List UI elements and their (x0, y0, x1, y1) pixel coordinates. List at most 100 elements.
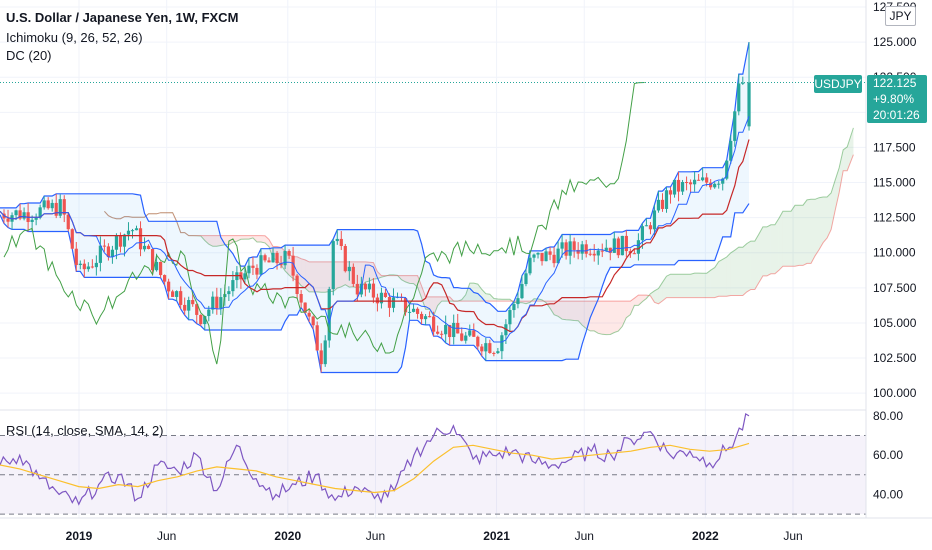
candle-body (307, 312, 311, 317)
candle-body (468, 330, 472, 336)
cloud-segment (602, 301, 607, 335)
candle-body (159, 261, 163, 276)
cloud-segment (437, 296, 442, 306)
cloud-segment (690, 273, 695, 298)
grid-lines (0, 0, 932, 518)
ichimoku-legend[interactable]: Ichimoku (9, 26, 52, 26) (6, 30, 143, 45)
time-tick-label: Jun (366, 529, 385, 543)
cloud-segment (204, 235, 209, 245)
candle-body (747, 82, 751, 127)
candle-body (496, 351, 500, 354)
candle-body (432, 316, 436, 332)
candle-body (664, 190, 669, 209)
candle-body (183, 304, 187, 311)
candle-body (371, 283, 376, 298)
candle-body (684, 182, 689, 184)
candle-body (283, 250, 287, 266)
candle-body (536, 252, 540, 255)
symbol-label: USDJPY (814, 75, 862, 93)
candle-body (195, 304, 199, 315)
cloud-segment (762, 226, 767, 276)
cloud-segment (730, 250, 735, 296)
rsi-tick-label: 40.00 (873, 487, 903, 501)
candle-body (351, 266, 355, 284)
candle-body (636, 240, 640, 254)
price-tick-label: 100.000 (873, 386, 917, 400)
candle-body (448, 324, 452, 338)
cloud-segment (798, 205, 804, 266)
cloud-segment (847, 127, 854, 171)
time-tick-label: 2022 (692, 529, 719, 543)
candle-body (74, 248, 78, 266)
cloud-segment (570, 301, 575, 321)
cloud-segment (208, 235, 213, 247)
base-line (0, 139, 750, 333)
cloud-segment (264, 235, 270, 247)
price-tick-label: 102.500 (873, 351, 917, 365)
candle-body (492, 352, 496, 354)
candle-body (58, 199, 62, 216)
candle-body (596, 250, 600, 256)
candle-body (171, 291, 175, 297)
candle-body (187, 300, 191, 311)
candle-body (251, 265, 255, 268)
cloud-segment (770, 224, 775, 274)
candle-body (271, 252, 275, 263)
rsi-tick-label: 80.00 (873, 409, 903, 423)
chart-title[interactable]: U.S. Dollar / Japanese Yen, 1W, FXCM (6, 10, 239, 25)
cloud-segment (819, 197, 824, 250)
candle-body (54, 202, 58, 216)
candle-body (311, 316, 315, 326)
cloud-segment (212, 235, 217, 247)
candle-body (697, 179, 701, 181)
cloud-segment (236, 235, 241, 242)
candle-body (323, 340, 327, 365)
candle-body (295, 275, 299, 295)
cloud-segment (803, 199, 808, 266)
cloud-segment (421, 286, 426, 310)
candle-body (436, 331, 440, 334)
candle-body (22, 212, 26, 219)
candle-body (548, 251, 552, 255)
candle-body (387, 297, 392, 308)
candle-body (524, 273, 528, 285)
cloud-segment (642, 295, 647, 302)
candle-body (428, 316, 432, 318)
candle-body (259, 255, 263, 275)
candle-body (564, 242, 568, 256)
cloud-segment (782, 211, 787, 267)
cloud-segment (678, 274, 683, 298)
candle-body (70, 229, 74, 249)
price-tick-label: 112.500 (873, 211, 916, 225)
cloud-segment (630, 298, 635, 315)
donchian-legend[interactable]: DC (20) (6, 48, 52, 63)
candle-body (219, 297, 223, 309)
candle-body (588, 253, 592, 255)
candle-body (560, 242, 564, 249)
cloud-segment (586, 301, 591, 331)
cloud-segment (654, 288, 659, 304)
candle-body (38, 207, 42, 218)
cloud-segment (807, 199, 812, 264)
cloud-segment (260, 235, 265, 243)
candle-body (367, 283, 371, 290)
candle-body (94, 262, 98, 268)
rsi-legend[interactable]: RSI (14, close, SMA, 14, 2) (6, 423, 164, 438)
cloud-segment (843, 146, 848, 171)
candle-body (291, 255, 295, 276)
candle-body (98, 245, 102, 263)
cloud-segment (469, 283, 474, 302)
cloud-segment (738, 247, 743, 296)
candle-body (632, 253, 636, 255)
cloud-segment (666, 274, 671, 298)
price-tick-label: 105.000 (873, 316, 917, 330)
candle-body (464, 335, 468, 341)
candle-body (82, 263, 86, 270)
candle-body (363, 283, 367, 290)
currency-button[interactable]: JPY (885, 6, 916, 26)
cloud-segment (325, 261, 330, 293)
candle-body (134, 228, 139, 231)
candle-body (488, 343, 492, 353)
candle-body (146, 245, 151, 249)
